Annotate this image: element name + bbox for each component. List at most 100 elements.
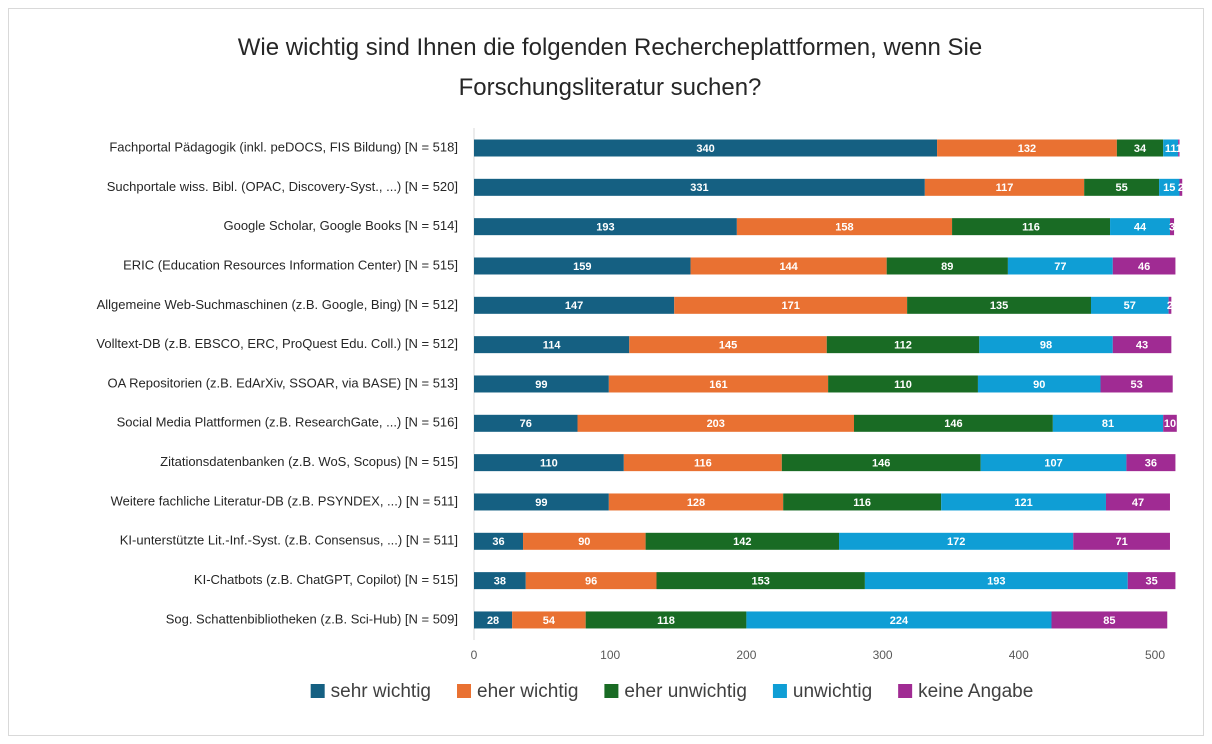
- data-label: 53: [1130, 379, 1142, 391]
- bar-segment: [941, 493, 1106, 511]
- data-label: 36: [492, 536, 504, 548]
- bar-segment: [1169, 218, 1175, 236]
- bar-segment: [1090, 296, 1169, 314]
- y-tick-label: ERIC (Education Resources Information Ce…: [123, 257, 458, 272]
- data-label: 2: [1167, 300, 1173, 312]
- bar-segment: [690, 257, 887, 275]
- bar-segment: [474, 454, 624, 472]
- data-label: 116: [1022, 222, 1040, 234]
- chart-frame: [8, 8, 1204, 736]
- bar-segment: [1100, 375, 1173, 393]
- data-label: 47: [1132, 497, 1144, 509]
- bar-segment: [1159, 178, 1180, 196]
- legend-swatch: [457, 684, 472, 698]
- data-label: 144: [779, 261, 798, 273]
- data-label: 57: [1124, 300, 1136, 312]
- bar-segment: [1179, 178, 1183, 196]
- data-label: 90: [578, 536, 590, 548]
- bar-segment: [608, 493, 784, 511]
- data-label: 132: [1018, 143, 1036, 155]
- bar-segment: [977, 375, 1101, 393]
- bar-segment: [952, 218, 1111, 236]
- bar-segment: [839, 532, 1074, 550]
- bar-segment: [608, 375, 829, 393]
- data-label: 331: [690, 182, 708, 194]
- bar-segment: [1126, 454, 1176, 472]
- bar-segment: [1112, 257, 1176, 275]
- data-label: 224: [890, 615, 909, 627]
- bar-segment: [937, 139, 1117, 157]
- data-label: 110: [540, 458, 558, 470]
- bar-segment: [1163, 139, 1179, 157]
- y-tick-label: Google Scholar, Google Books [N = 514]: [223, 218, 458, 233]
- data-label: 171: [781, 300, 799, 312]
- data-label: 116: [694, 458, 712, 470]
- data-label: 1: [1176, 143, 1182, 155]
- bar-segment: [924, 178, 1085, 196]
- data-label: 35: [1145, 576, 1157, 588]
- bar-segment: [853, 414, 1053, 432]
- data-label: 10: [1164, 418, 1176, 430]
- data-label: 146: [944, 418, 962, 430]
- bar-segment: [656, 572, 865, 590]
- data-label: 28: [487, 615, 499, 627]
- bar-segment: [1163, 414, 1177, 432]
- data-label: 114: [543, 340, 562, 352]
- data-label: 44: [1134, 222, 1147, 234]
- bar-segment: [474, 375, 609, 393]
- data-label: 38: [494, 576, 506, 588]
- y-tick-label: Zitationsdatenbanken (z.B. WoS, Scopus) …: [160, 454, 458, 469]
- bar-segment: [1178, 139, 1180, 157]
- bar-segment: [474, 336, 630, 354]
- bar-segment: [1052, 414, 1164, 432]
- data-label: 89: [941, 261, 953, 273]
- bar-segment: [474, 611, 513, 629]
- data-label: 121: [1014, 497, 1032, 509]
- legend-label: unwichtig: [793, 681, 872, 702]
- bar-segment: [474, 493, 609, 511]
- bar-segment: [826, 336, 980, 354]
- bar-segment: [474, 296, 675, 314]
- bar-segment: [674, 296, 908, 314]
- data-label: 145: [719, 340, 737, 352]
- x-tick-label: 100: [600, 648, 620, 662]
- bar-segment: [1127, 572, 1176, 590]
- data-label: 99: [535, 379, 547, 391]
- data-label: 128: [687, 497, 705, 509]
- bar-segment: [828, 375, 978, 393]
- data-label: 81: [1102, 418, 1114, 430]
- data-label: 90: [1033, 379, 1045, 391]
- bar-segment: [864, 572, 1128, 590]
- data-label: 153: [752, 576, 770, 588]
- data-label: 117: [996, 182, 1014, 194]
- bar-segment: [474, 572, 526, 590]
- bar-segment: [736, 218, 953, 236]
- data-label: 158: [835, 222, 853, 234]
- data-label: 161: [709, 379, 727, 391]
- legend-label: eher unwichtig: [624, 681, 747, 702]
- bar-segment: [783, 493, 942, 511]
- bar-segment: [525, 572, 657, 590]
- bar-segment: [1112, 336, 1172, 354]
- x-tick-label: 300: [873, 648, 893, 662]
- data-label: 43: [1136, 340, 1148, 352]
- y-tick-label: KI-Chatbots (z.B. ChatGPT, Copilot) [N =…: [194, 572, 458, 587]
- data-label: 340: [696, 143, 714, 155]
- bar-segment: [1168, 296, 1172, 314]
- data-label: 142: [733, 536, 751, 548]
- y-tick-label: Suchportale wiss. Bibl. (OPAC, Discovery…: [107, 179, 458, 194]
- data-label: 172: [947, 536, 965, 548]
- data-label: 193: [596, 222, 614, 234]
- legend-swatch: [772, 684, 787, 698]
- bar-segment: [623, 454, 782, 472]
- y-tick-label: OA Repositorien (z.B. EdArXiv, SSOAR, vi…: [107, 375, 458, 390]
- data-label: 118: [657, 615, 675, 627]
- data-label: 85: [1103, 615, 1115, 627]
- bar-segment: [907, 296, 1091, 314]
- data-label: 55: [1116, 182, 1128, 194]
- data-label: 159: [573, 261, 591, 273]
- legend-label: keine Angabe: [918, 681, 1033, 702]
- y-tick-label: Allgemeine Web-Suchmaschinen (z.B. Googl…: [97, 297, 458, 312]
- data-label: 77: [1054, 261, 1066, 273]
